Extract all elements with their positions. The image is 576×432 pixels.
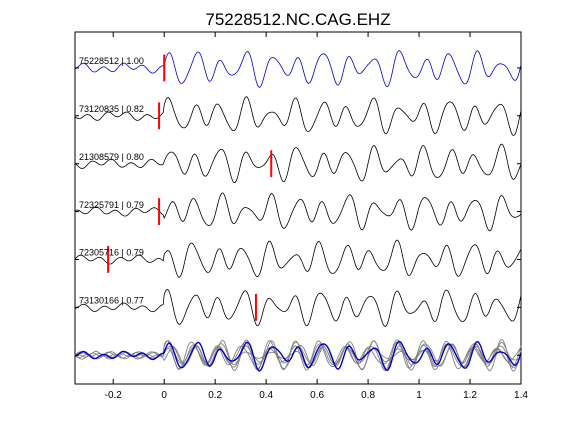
chart-title: 75228512.NC.CAG.EHZ — [205, 10, 390, 29]
stack-line-1 — [74, 340, 522, 372]
trace-label-1: 75228512 | 1.00 — [79, 56, 144, 66]
trace-line-5 — [74, 239, 522, 278]
x-tick-label-8: 1.4 — [514, 390, 528, 401]
x-tick-label-0: -0.2 — [105, 390, 123, 401]
trace-label-5: 72305716 | 0.79 — [79, 248, 144, 258]
x-tick-label-5: 0.8 — [361, 390, 375, 401]
trace-line-4 — [74, 192, 522, 232]
x-tick-label-3: 0.4 — [259, 390, 273, 401]
x-axis: -0.2 0 0.2 0.4 0.6 0.8 1 1.2 1.4 — [105, 32, 528, 401]
x-tick-label-2: 0.2 — [208, 390, 222, 401]
stack-overlay — [74, 339, 522, 372]
x-tick-label-1: 0 — [161, 390, 167, 401]
pick-markers — [107, 54, 273, 321]
trace-line-1 — [74, 50, 522, 88]
x-tick-label-6: 1 — [416, 390, 422, 401]
trace-line-6 — [74, 289, 522, 327]
trace-label-3: 21308579 | 0.80 — [79, 152, 144, 162]
trace-label-4: 72325791 | 0.79 — [79, 200, 144, 210]
traces-group — [74, 50, 522, 327]
trace-label-6: 73130166 | 0.77 — [79, 296, 144, 306]
x-tick-label-4: 0.6 — [310, 390, 324, 401]
trace-line-2 — [74, 96, 522, 136]
x-tick-label-7: 1.2 — [463, 390, 477, 401]
trace-labels: 75228512 | 1.00 73120835 | 0.82 21308579 |… — [75, 56, 521, 356]
plot-area — [74, 31, 522, 385]
stack-line-2 — [74, 339, 522, 372]
trace-label-2: 73120835 | 0.82 — [79, 104, 144, 114]
trace-line-3 — [74, 143, 522, 184]
